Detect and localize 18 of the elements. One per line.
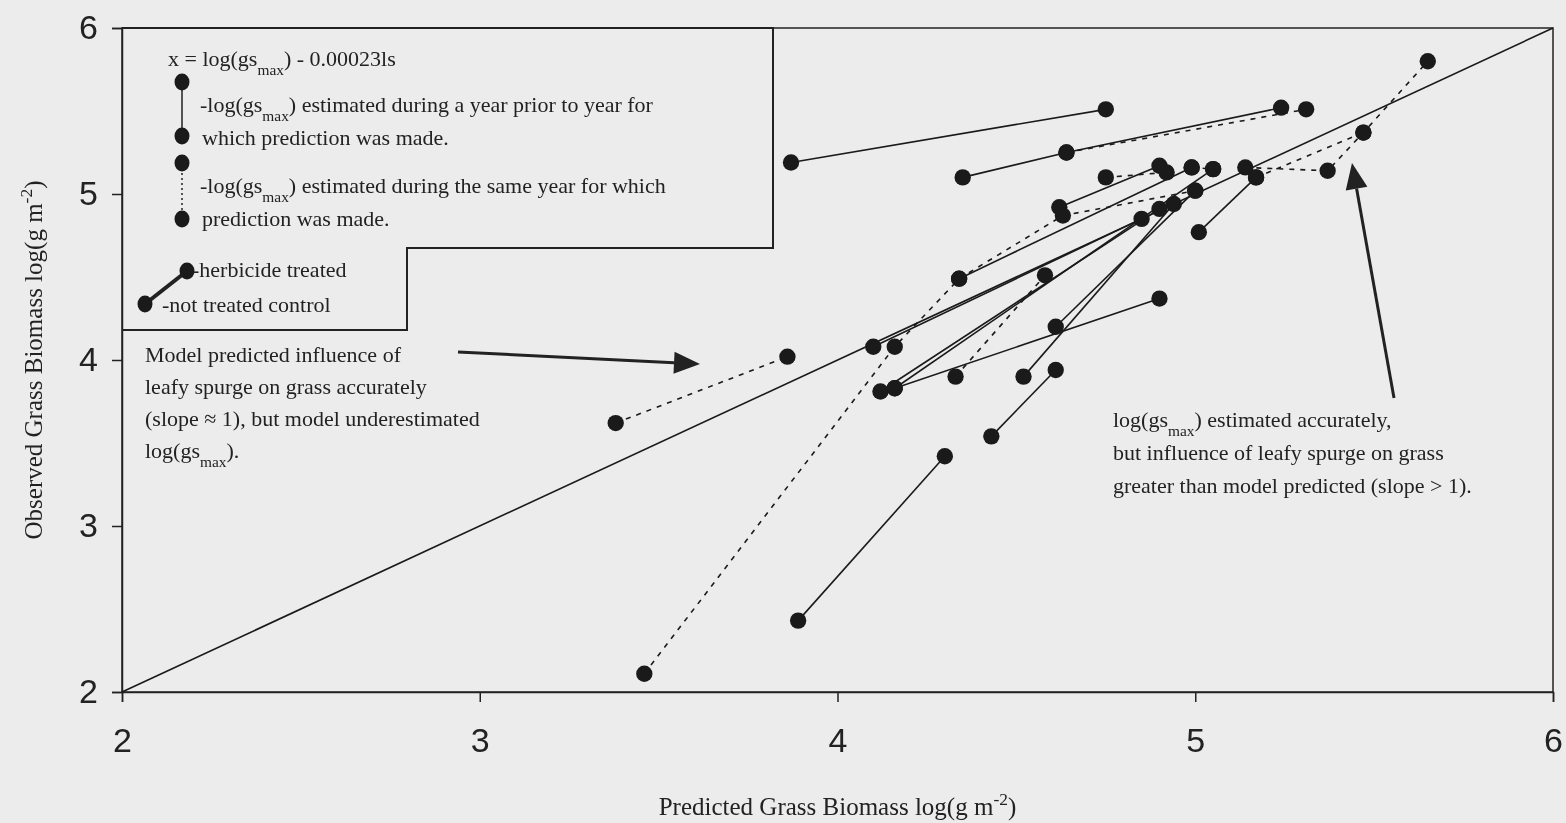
x-tick-label: 3: [470, 721, 490, 760]
annotation: -herbicide treated: [192, 257, 347, 282]
x-tick-label: 6: [1544, 721, 1563, 760]
annotation: -log(gs$_{max}$) estimated during the same year for which prediction was made.: [200, 173, 666, 231]
x-axis-title: Predicted Grass Biomass log(g m$^{-2}$): [658, 789, 1017, 821]
y-tick-label: 5: [79, 174, 98, 213]
x-tick-label: 5: [1186, 721, 1206, 760]
y-tick-label: 3: [79, 506, 98, 545]
x-tick-label: 2: [113, 721, 132, 760]
annotation: log(gs$_{max}$) estimated accurately, but influence of leafy spurge on grass greater than model predicted (slope > 1).: [1113, 407, 1472, 498]
y-tick-label: 4: [79, 340, 98, 379]
annotation: x = log(gs$_{max}$) - 0.00023ls: [168, 46, 396, 78]
annotation: -log(gs$_{max}$) estimated during a year prior to year for which prediction was made.: [200, 92, 654, 150]
y-tick-label: 2: [79, 672, 98, 711]
y-tick-label: 6: [79, 8, 98, 47]
annotation: -not treated control: [162, 292, 331, 317]
annotation: Model predicted influence of leafy spurge on grass accurately (slope ≈ 1), but model underestimated log(gs$_{max}$).: [145, 342, 480, 470]
x-tick-label: 4: [828, 721, 848, 760]
